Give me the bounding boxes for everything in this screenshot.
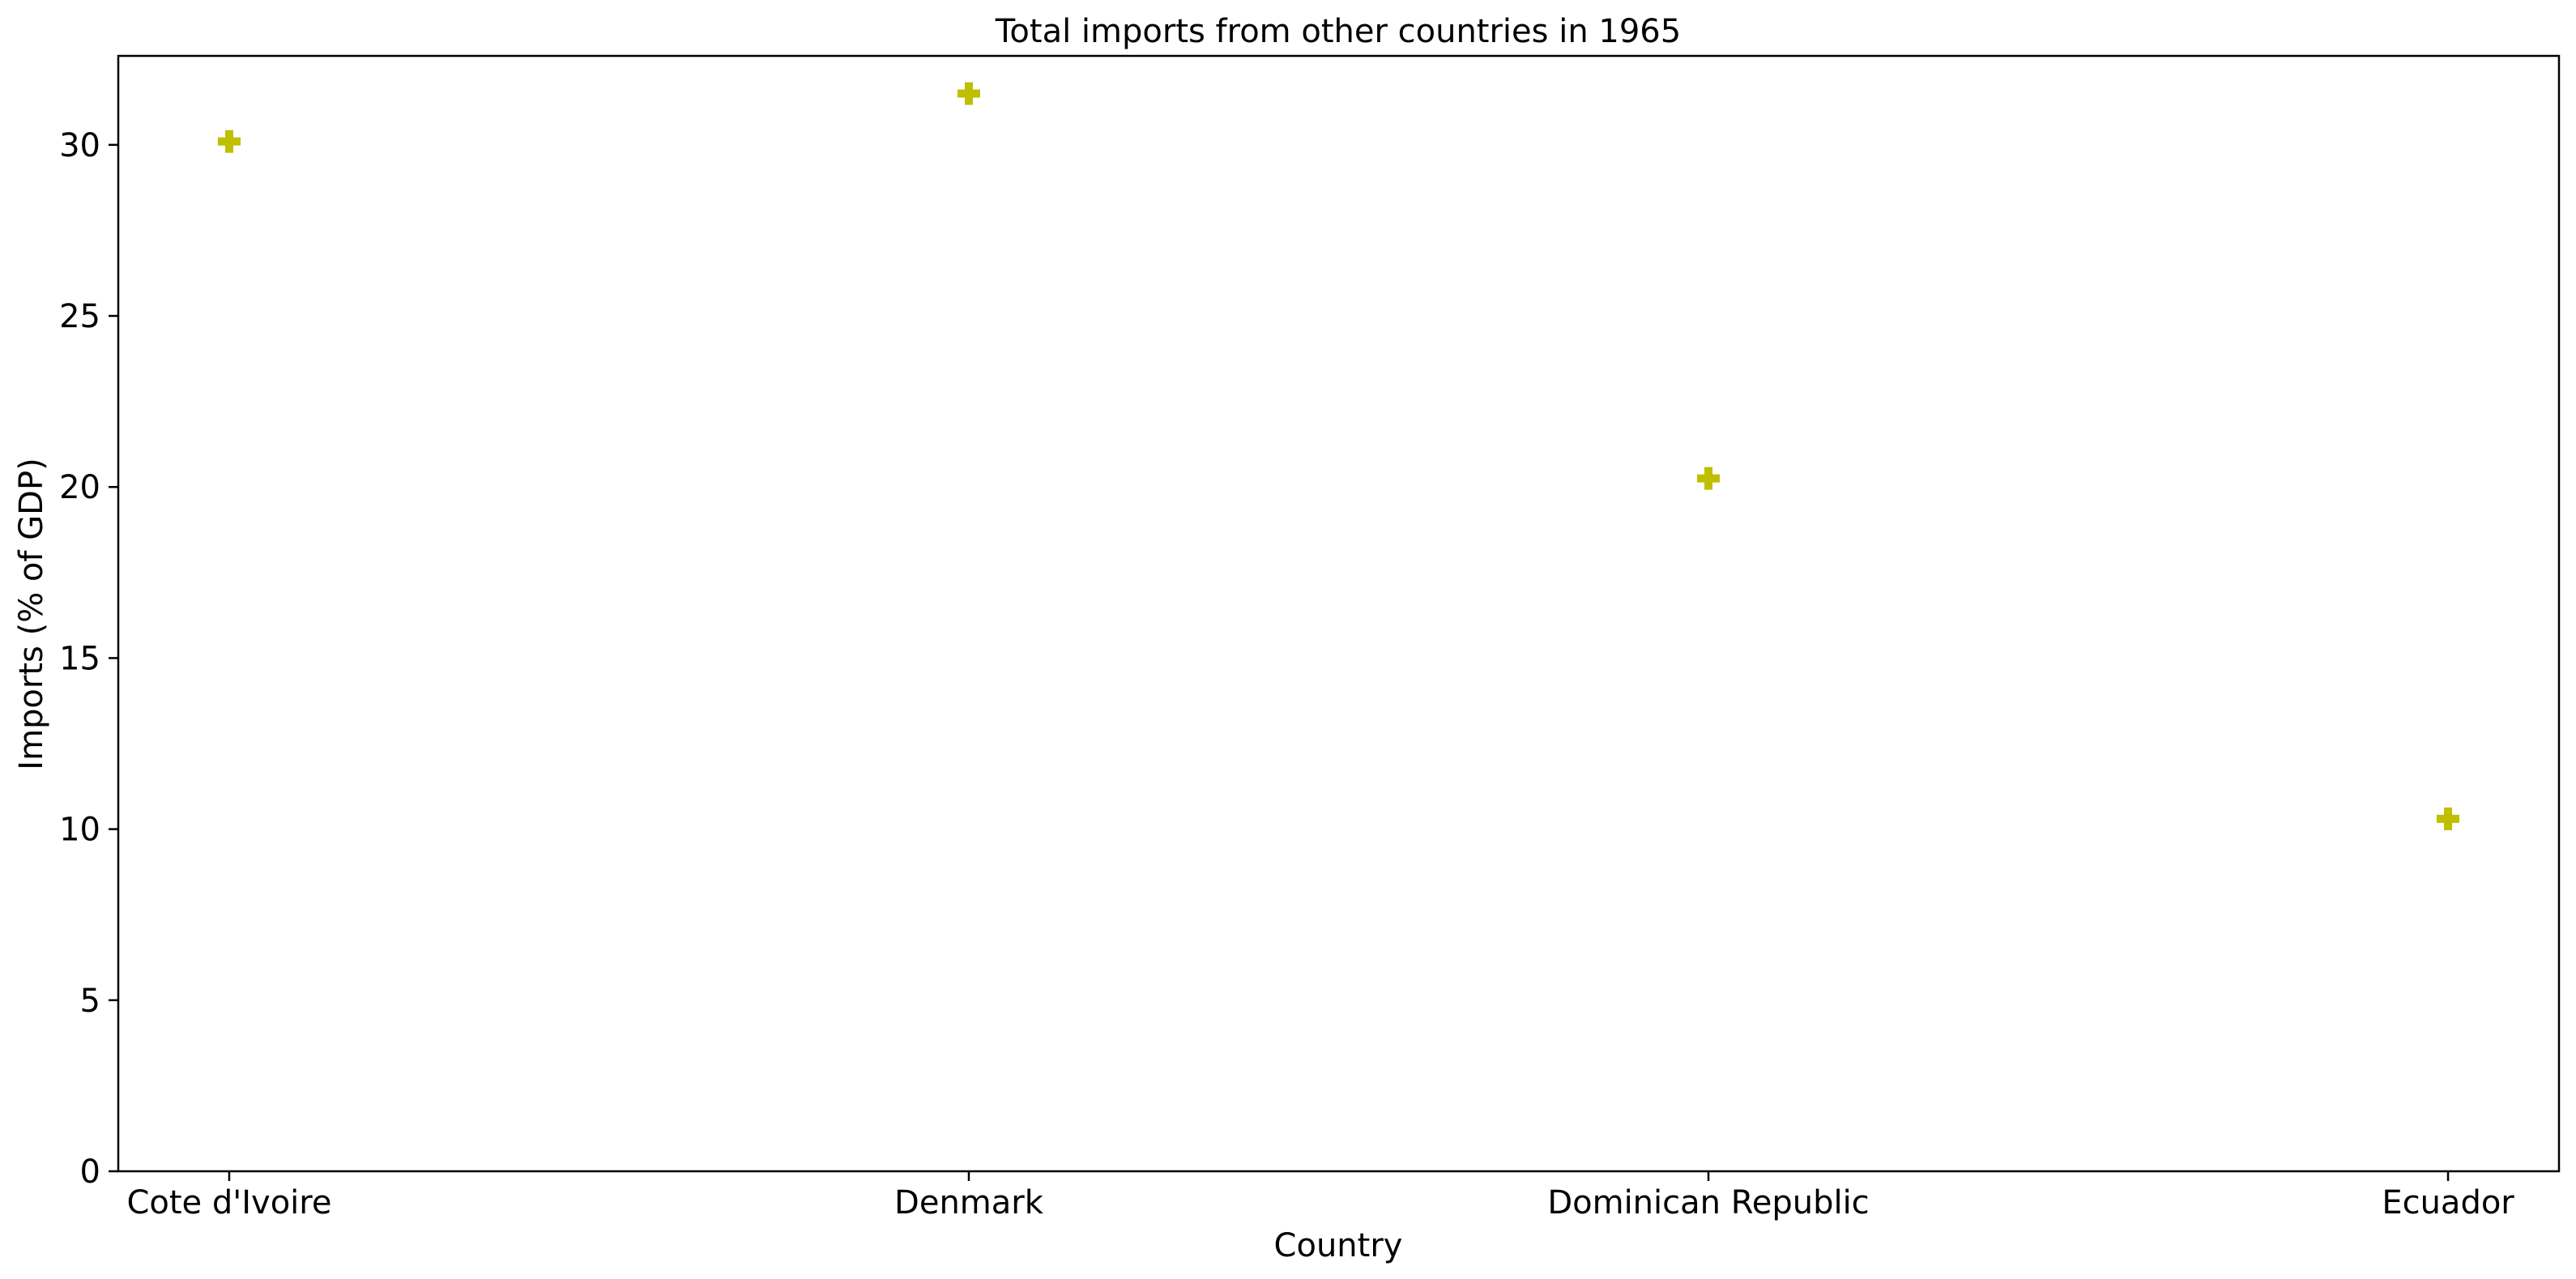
y-tick-label: 5 <box>80 983 100 1020</box>
data-point <box>957 82 980 105</box>
x-tick-label: Ecuador <box>2382 1184 2514 1221</box>
y-tick-label: 25 <box>59 298 100 335</box>
x-axis: Cote d'Ivoire Denmark Dominican Republic Ec… <box>126 1171 2514 1221</box>
x-tick-label: Denmark <box>894 1184 1044 1221</box>
plot-area <box>117 54 2561 1173</box>
chart-title: Total imports from other countries in 19… <box>995 13 1681 50</box>
data-point <box>1697 467 1721 490</box>
x-tick-label: Dominican Republic <box>1547 1184 1869 1221</box>
data-point <box>217 130 241 153</box>
y-tick-label: 30 <box>59 127 100 164</box>
y-tick-label: 20 <box>59 469 100 506</box>
y-axis-label: Imports (% of GDP) <box>13 458 50 770</box>
y-tick-label: 15 <box>59 640 100 677</box>
x-axis-label: Country <box>1274 1227 1403 1264</box>
data-points <box>217 82 2460 830</box>
y-tick-label: 0 <box>80 1153 100 1191</box>
y-tick-label: 10 <box>59 812 100 849</box>
x-tick-label: Cote d'Ivoire <box>126 1184 331 1221</box>
y-axis: 0 5 10 15 20 25 30 <box>59 127 118 1191</box>
data-point <box>2437 807 2460 830</box>
